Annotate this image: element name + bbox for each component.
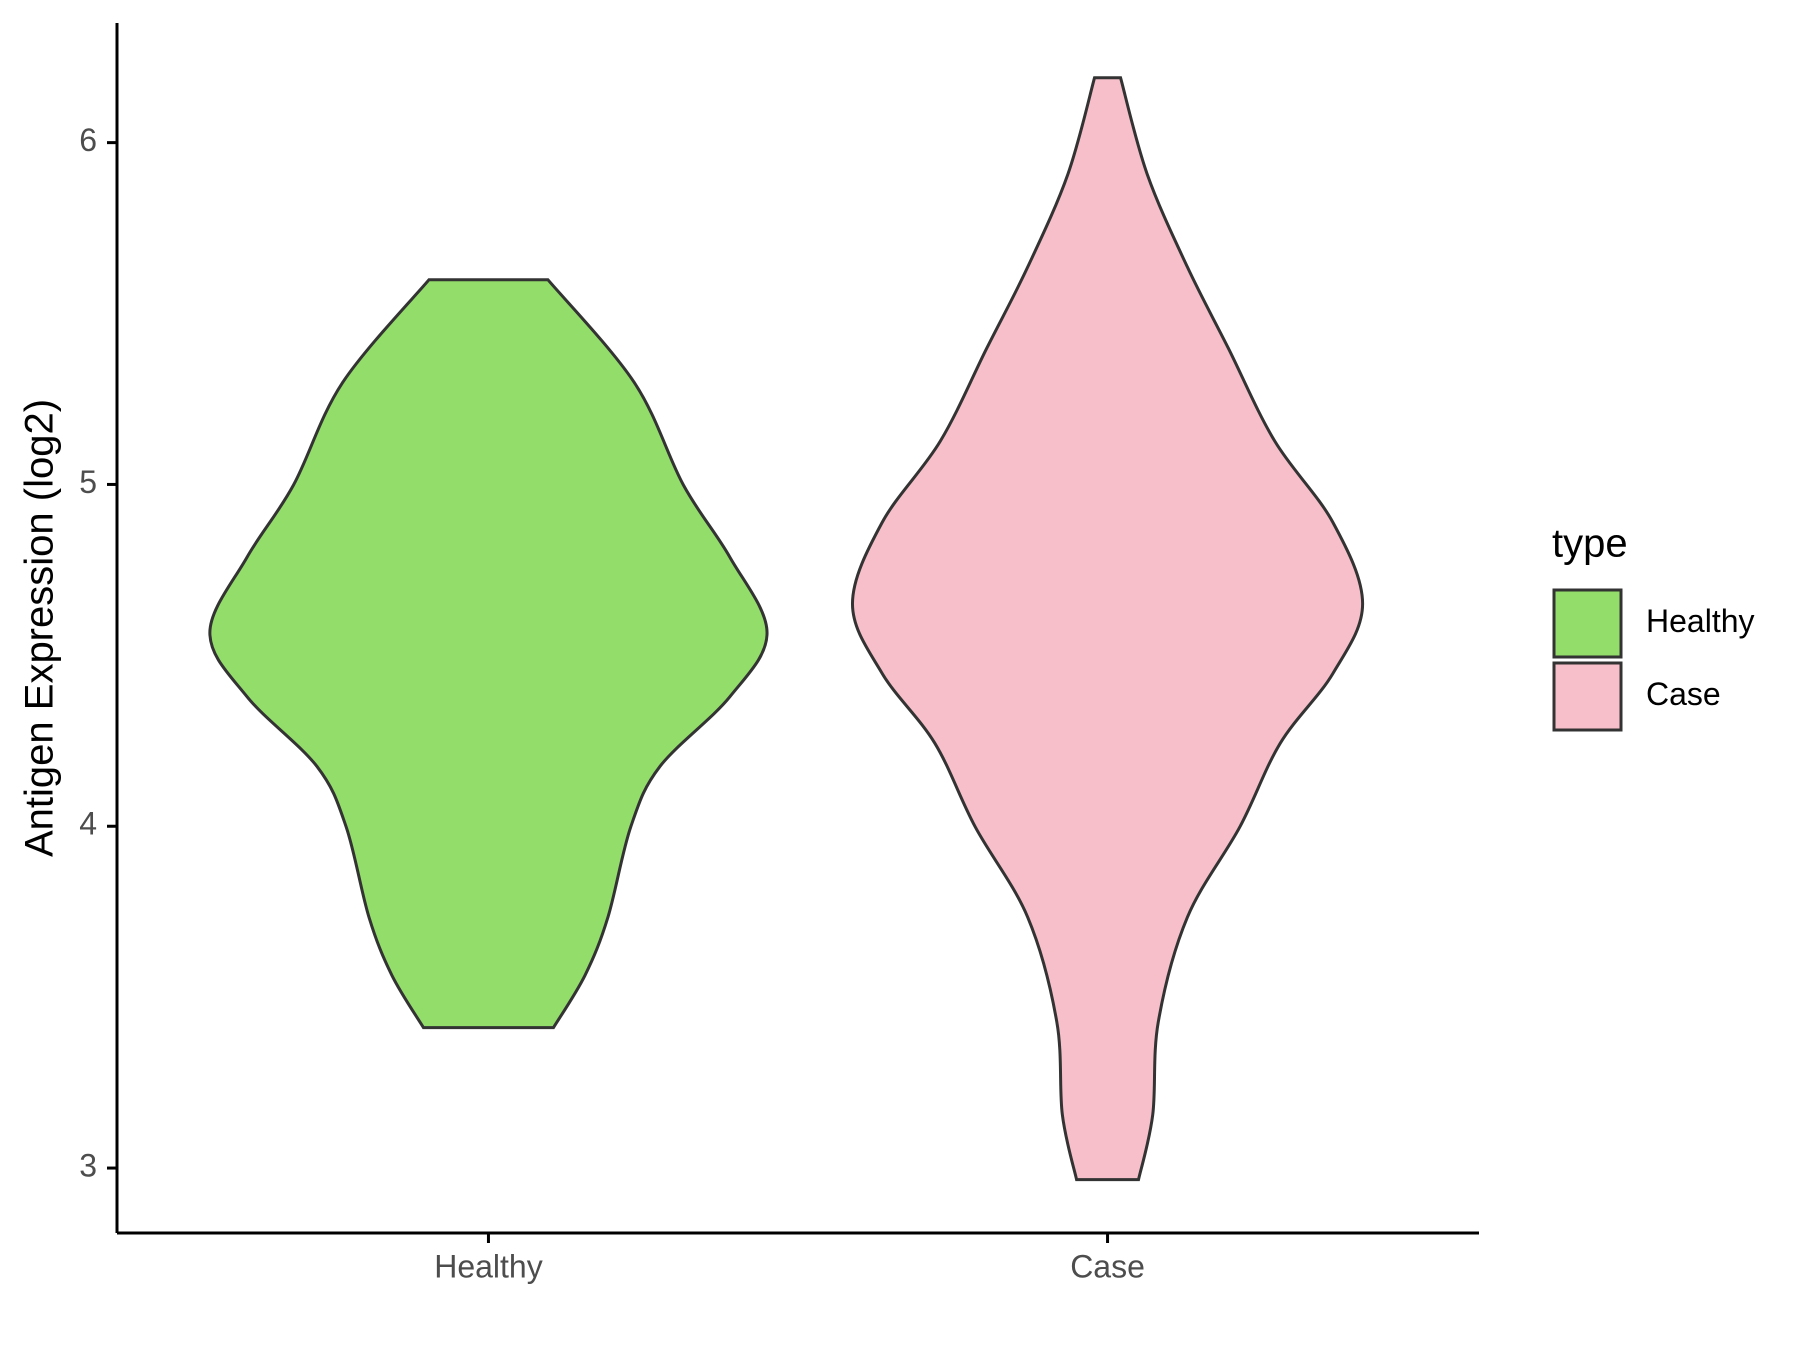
x-tick-label: Healthy bbox=[434, 1248, 543, 1284]
legend-label: Case bbox=[1646, 676, 1721, 712]
y-tick-label: 5 bbox=[79, 464, 97, 500]
y-tick-label: 6 bbox=[79, 122, 97, 158]
legend-key bbox=[1552, 661, 1623, 732]
legend-label: Healthy bbox=[1646, 603, 1755, 639]
violin bbox=[850, 76, 1365, 1182]
violin bbox=[208, 278, 769, 1030]
y-axis-label: Antigen Expression (log2) bbox=[18, 399, 62, 857]
legend-key bbox=[1552, 588, 1623, 659]
x-tick-label: Case bbox=[1070, 1248, 1145, 1284]
legend-title: type bbox=[1552, 522, 1628, 566]
y-tick-label: 3 bbox=[79, 1148, 97, 1184]
y-tick-label: 4 bbox=[79, 806, 97, 842]
